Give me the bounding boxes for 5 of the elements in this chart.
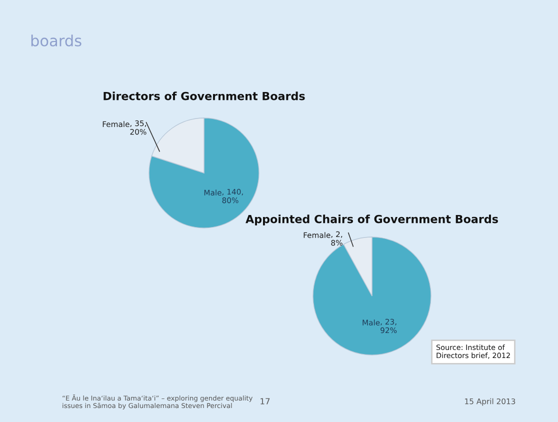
text: boards <box>31 34 82 46</box>
text: 17 <box>260 398 270 404</box>
chart-title: Directors of Government Boards <box>104 92 305 100</box>
chart-title: Appointed Chairs of Government Boards <box>246 214 498 226</box>
pie-slice <box>312 236 432 356</box>
